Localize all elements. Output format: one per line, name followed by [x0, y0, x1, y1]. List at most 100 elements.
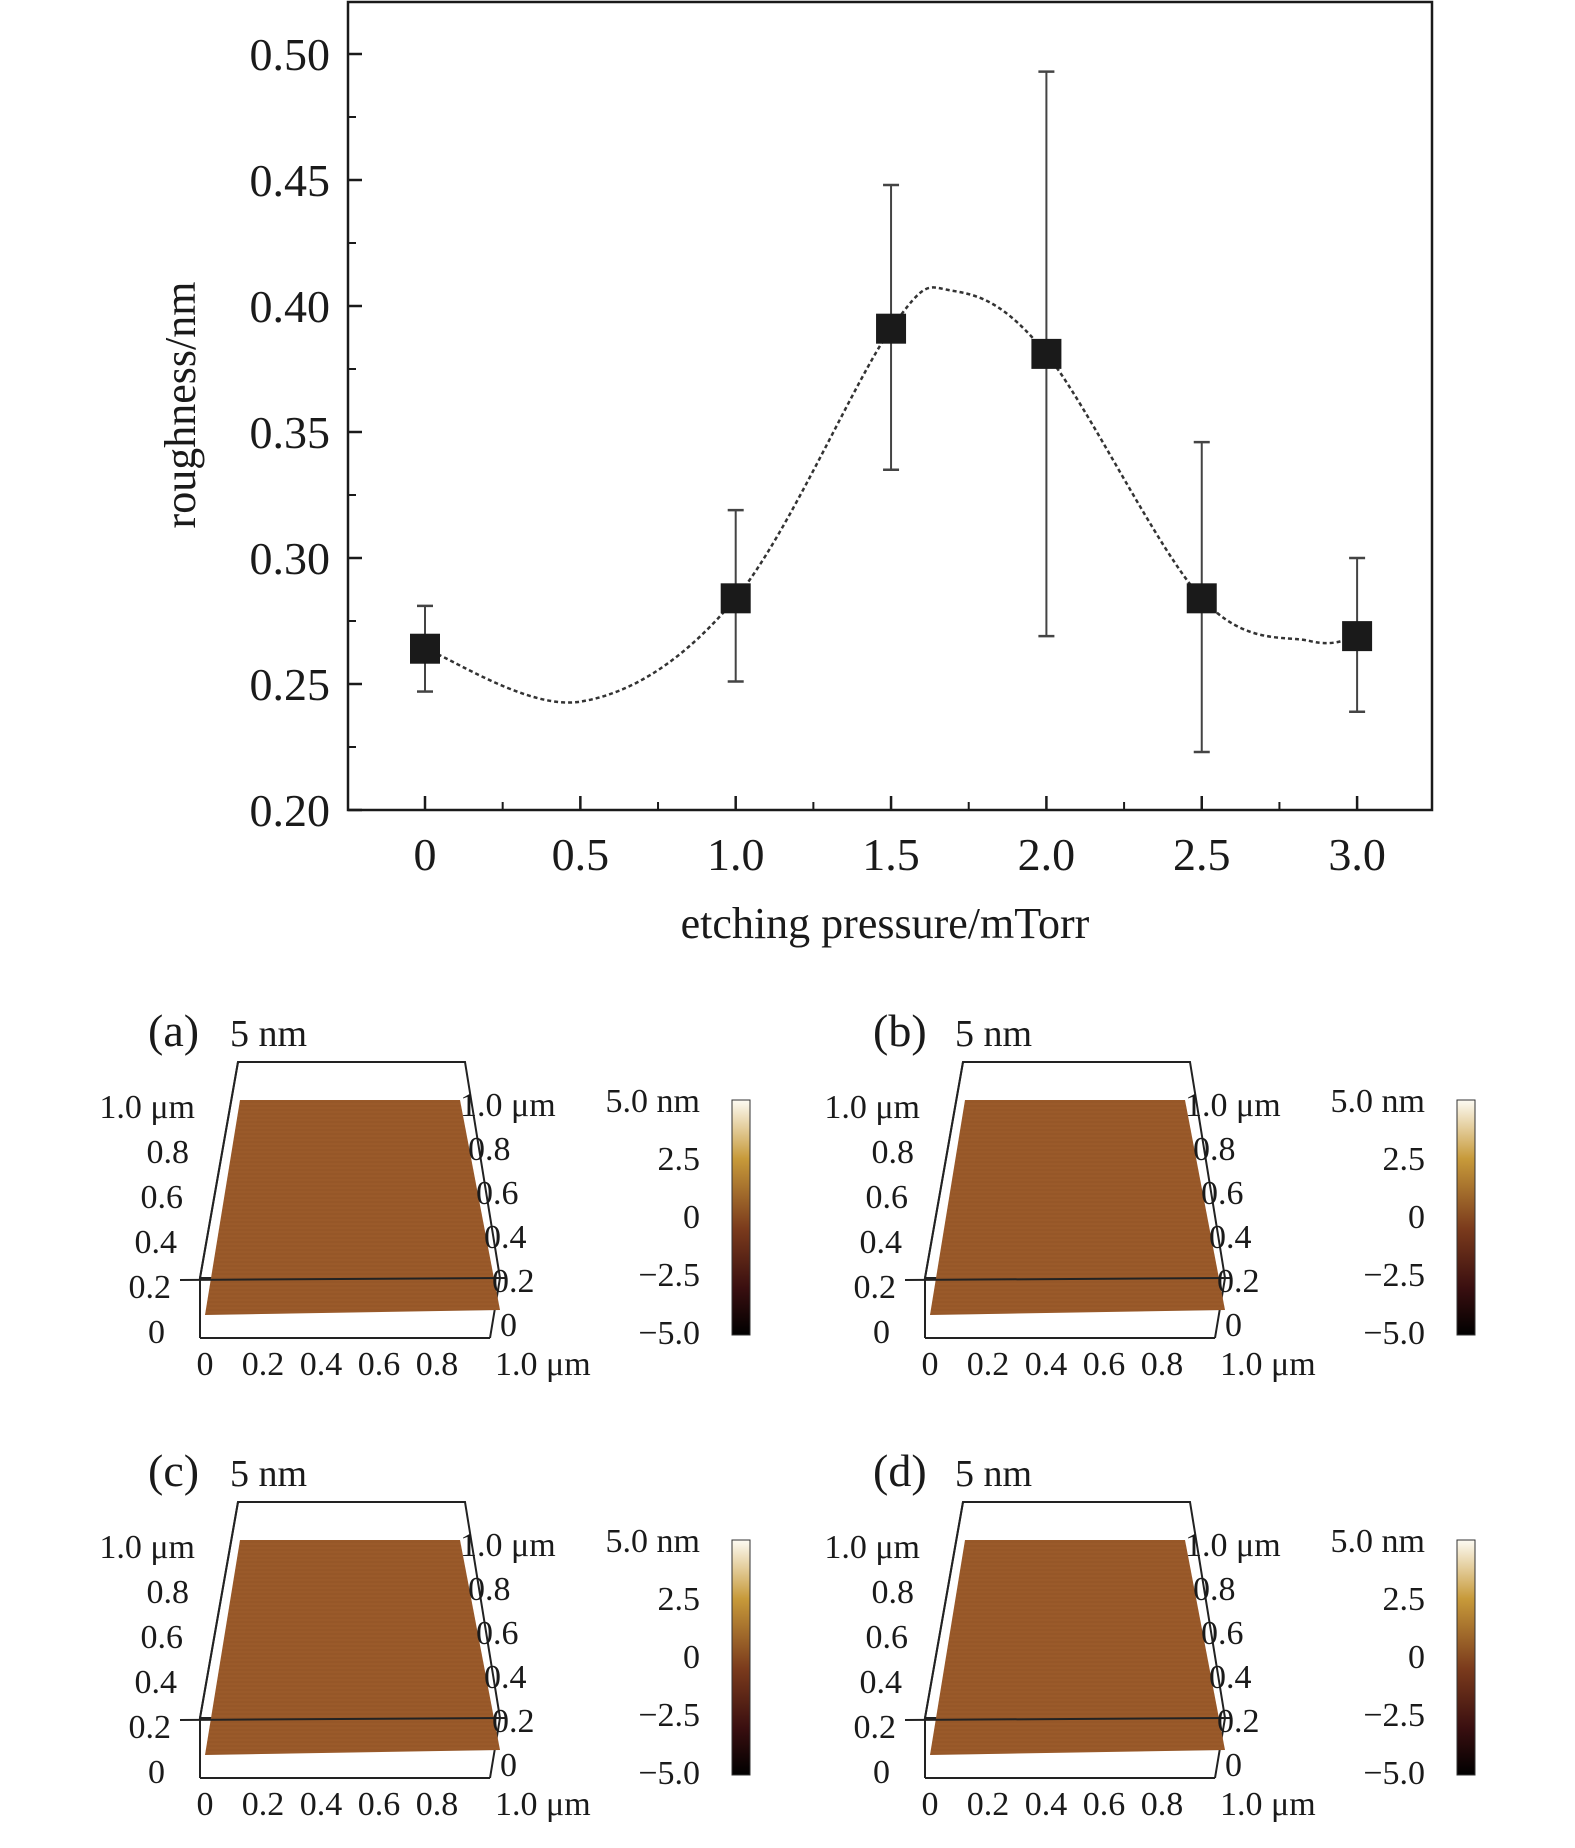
afm-right-label: 0.2 [492, 1263, 535, 1300]
afm-right-label: 1.0 μm [1185, 1527, 1281, 1564]
afm-right-label: 0.8 [1193, 1131, 1236, 1168]
afm-right-label: 0.2 [1217, 1263, 1260, 1300]
colorbar-label: −2.5 [1363, 1257, 1425, 1294]
afm-box-edge [924, 1061, 964, 1279]
afm-right-label: 1.0 μm [460, 1527, 556, 1564]
data-point [1186, 583, 1217, 614]
data-points [410, 313, 1373, 664]
afm-y-label: 0.6 [866, 1619, 909, 1656]
afm-x-label: 0 [922, 1786, 939, 1823]
x-tick-label: 2.0 [1018, 829, 1076, 880]
afm-y-label: 0.2 [129, 1269, 172, 1306]
error-bars [417, 70, 1366, 754]
afm-x-label: 0.6 [1083, 1346, 1126, 1383]
afm-y-label: 0.4 [860, 1224, 903, 1261]
y-tick-label: 0.45 [250, 155, 331, 206]
afm-right-label: 0.8 [468, 1131, 511, 1168]
afm-y-label: 0.8 [147, 1574, 190, 1611]
colorbar-label: −2.5 [638, 1257, 700, 1294]
panel-label: (a) [148, 1005, 199, 1056]
afm-y-label: 1.0 μm [99, 1089, 195, 1126]
data-point [720, 583, 751, 614]
afm-y-label: 0.2 [854, 1709, 897, 1746]
afm-x-label: 0.8 [1141, 1346, 1184, 1383]
x-tick-label: 1.0 [707, 829, 765, 880]
afm-y-label: 0.4 [860, 1664, 903, 1701]
afm-right-label: 0 [1225, 1307, 1242, 1344]
height-scale-label: 5 nm [955, 1453, 1032, 1495]
afm-right-label: 0.8 [468, 1571, 511, 1608]
colorbar-label: 5.0 nm [1331, 1523, 1425, 1560]
afm-x-label: 0.8 [1141, 1786, 1184, 1823]
y-tick-label: 0.20 [250, 785, 331, 836]
colorbar [1456, 1099, 1476, 1336]
colorbar-label: 0 [683, 1639, 700, 1676]
panel-label: (c) [148, 1445, 199, 1496]
afm-panel-d: (d) 5 nm1.0 μm0.80.60.40.201.0 μm0.80.60.… [824, 1445, 1476, 1823]
colorbar-label: 0 [683, 1199, 700, 1236]
y-tick-label: 0.30 [250, 533, 331, 584]
colorbar-label: 0 [1408, 1639, 1425, 1676]
afm-section-line [179, 1277, 506, 1281]
afm-x-label: 0 [922, 1346, 939, 1383]
y-tick-label: 0.40 [250, 281, 331, 332]
afm-y-label: 0.8 [872, 1574, 915, 1611]
afm-y-label: 0.6 [141, 1619, 184, 1656]
afm-x-label: 0.4 [1025, 1346, 1068, 1383]
afm-right-label: 0.6 [1201, 1175, 1244, 1212]
x-tick-label: 0.5 [552, 829, 610, 880]
afm-x-label: 0.4 [300, 1786, 343, 1823]
afm-x-label: 1.0 μm [495, 1346, 591, 1383]
colorbar [731, 1099, 751, 1336]
x-axis-ticks: 0 0.5 1.0 1.5 2.0 2.5 3.0 [414, 796, 1386, 880]
colorbar-label: −2.5 [638, 1697, 700, 1734]
colorbar-label: 5.0 nm [1331, 1083, 1425, 1120]
afm-x-label: 0.2 [967, 1786, 1010, 1823]
afm-box-edge [199, 1501, 239, 1719]
afm-box-edge [924, 1501, 964, 1719]
afm-section-line [179, 1717, 506, 1721]
colorbar-label: 2.5 [1383, 1581, 1426, 1618]
afm-x-label: 0.6 [358, 1786, 401, 1823]
x-tick-label: 3.0 [1328, 829, 1386, 880]
afm-panels: (a) 5 nm 1.0 μm 0.8 0.6 0.4 0.2 0 1.0 μm 0.8 0.6 0.… [99, 1005, 1476, 1823]
colorbar-label: −5.0 [1363, 1755, 1425, 1792]
afm-y-label: 0.6 [141, 1179, 184, 1216]
colorbar-label: 2.5 [658, 1141, 701, 1178]
afm-y-label: 0.4 [135, 1664, 178, 1701]
afm-y-label: 0.6 [866, 1179, 909, 1216]
afm-right-label: 0.6 [1201, 1615, 1244, 1652]
afm-x-label: 0.6 [1083, 1786, 1126, 1823]
afm-surface-texture [930, 1100, 1225, 1315]
colorbar-label: −5.0 [638, 1315, 700, 1352]
colorbar [731, 1539, 751, 1776]
colorbar-label: −2.5 [1363, 1697, 1425, 1734]
afm-x-label: 0 [197, 1346, 214, 1383]
afm-section-line [904, 1717, 1231, 1721]
colorbar-label: 0 [1408, 1199, 1425, 1236]
colorbar-label: −5.0 [1363, 1315, 1425, 1352]
colorbar-label: −5.0 [638, 1755, 700, 1792]
colorbar-label: 2.5 [658, 1581, 701, 1618]
data-point [1031, 338, 1062, 369]
afm-y-label: 0 [148, 1314, 165, 1351]
data-point [1342, 621, 1373, 652]
afm-right-label: 0.2 [492, 1703, 535, 1740]
afm-x-label: 0.2 [242, 1786, 285, 1823]
colorbar-label: 2.5 [1383, 1141, 1426, 1178]
afm-y-label: 0.4 [135, 1224, 178, 1261]
x-tick-label: 0 [414, 829, 437, 880]
colorbar-label: 5.0 nm [606, 1083, 700, 1120]
afm-right-label: 0.6 [476, 1175, 519, 1212]
y-tick-label: 0.25 [250, 659, 331, 710]
afm-x-label: 0.4 [1025, 1786, 1068, 1823]
afm-y-label: 1.0 μm [824, 1089, 920, 1126]
afm-y-label: 0 [873, 1314, 890, 1351]
afm-x-label: 0.8 [416, 1346, 459, 1383]
x-tick-label: 1.5 [862, 829, 920, 880]
afm-surface-texture [205, 1540, 500, 1755]
afm-y-label: 0.8 [872, 1134, 915, 1171]
height-scale-label: 5 nm [230, 1013, 307, 1055]
afm-box-edge [199, 1061, 239, 1279]
afm-right-label: 0 [1225, 1747, 1242, 1784]
